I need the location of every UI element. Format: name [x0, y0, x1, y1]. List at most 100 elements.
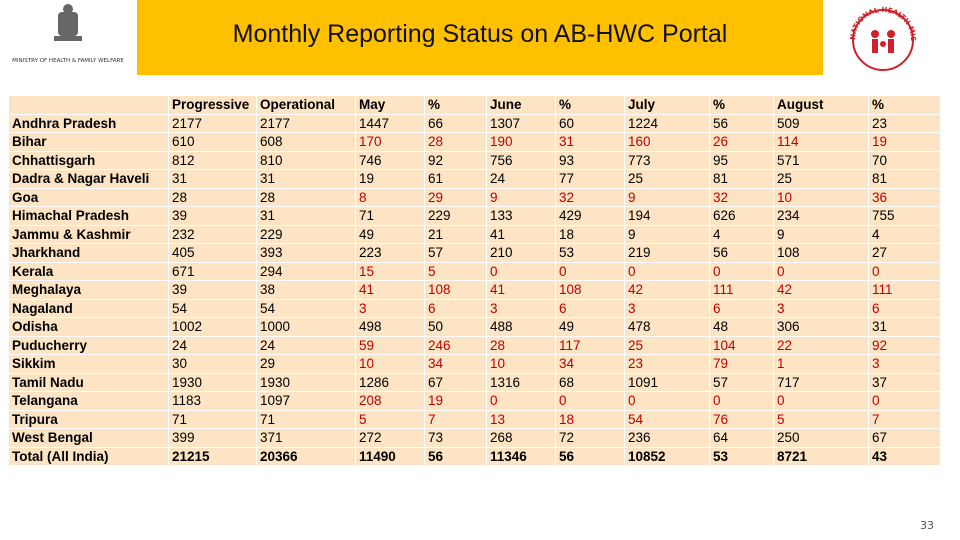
table-cell: 43 — [868, 446, 941, 466]
table-cell: 10 — [355, 354, 425, 374]
right-logo: NATIONAL HEALTH MISSION — [843, 0, 917, 71]
table-cell: 27 — [868, 243, 941, 263]
table-cell: 671 — [168, 261, 257, 281]
table-cell: 1091 — [624, 372, 710, 392]
table-cell: 2177 — [168, 113, 257, 133]
table-cell: 1286 — [355, 372, 425, 392]
slide-title: Monthly Reporting Status on AB-HWC Porta… — [232, 20, 728, 48]
table-cell: 53 — [709, 446, 774, 466]
table-cell: 1 — [773, 354, 869, 374]
table-cell: Jharkhand — [8, 243, 169, 263]
table-cell: 1316 — [486, 372, 556, 392]
table-row: West Bengal 399 371 272 73 268 72 236 64 250 67 — [8, 428, 941, 448]
table-cell: 509 — [773, 113, 869, 133]
table-cell: 32 — [555, 187, 625, 207]
table-cell: 41 — [355, 280, 425, 300]
table-cell: 9 — [624, 187, 710, 207]
table-cell: 8721 — [773, 446, 869, 466]
table-cell: 1183 — [168, 391, 257, 411]
table-cell: 71 — [168, 409, 257, 429]
table-cell: 79 — [709, 354, 774, 374]
table-cell: 756 — [486, 150, 556, 170]
table-cell: 56 — [709, 113, 774, 133]
table-cell: Operational — [256, 95, 356, 115]
table-cell: Himachal Pradesh — [8, 206, 169, 226]
table-cell: 108 — [773, 243, 869, 263]
table-cell: 76 — [709, 409, 774, 429]
table-row: Jammu & Kashmir 232 229 49 21 41 18 9 4 9 4 — [8, 224, 941, 244]
table-row: Odisha 1002 1000 498 50 488 49 478 48 306 31 — [8, 317, 941, 337]
table-cell: 626 — [709, 206, 774, 226]
table-cell: 77 — [555, 169, 625, 189]
table-cell: 0 — [486, 261, 556, 281]
table-cell: July — [624, 95, 710, 115]
table-cell: 32 — [709, 187, 774, 207]
table-cell: 54 — [256, 298, 356, 318]
table-cell: 232 — [168, 224, 257, 244]
table-cell: 608 — [256, 132, 356, 152]
table-cell: Total (All India) — [8, 446, 169, 466]
table-cell: 111 — [709, 280, 774, 300]
table-cell: 9 — [773, 224, 869, 244]
table-row: Puducherry 24 24 59 246 28 117 25 104 22 92 — [8, 335, 941, 355]
table-row: Tamil Nadu 1930 1930 1286 67 1316 68 1091 57 717 3… — [8, 372, 941, 392]
table-cell: 42 — [624, 280, 710, 300]
table-cell: 429 — [555, 206, 625, 226]
table-row: Kerala 671 294 15 5 0 0 0 0 0 0 — [8, 261, 941, 281]
table-cell: 498 — [355, 317, 425, 337]
table-cell: 34 — [555, 354, 625, 374]
table-cell: 29 — [256, 354, 356, 374]
table-cell: 31 — [168, 169, 257, 189]
table-cell: 39 — [168, 206, 257, 226]
table-cell: 56 — [709, 243, 774, 263]
table-cell: 8 — [355, 187, 425, 207]
table-cell: 229 — [424, 206, 487, 226]
table-cell: 29 — [424, 187, 487, 207]
table-row: Total (All India) 21215 20366 11490 56 11346 5… — [8, 446, 941, 466]
table-cell: 18 — [555, 409, 625, 429]
table-cell: 81 — [868, 169, 941, 189]
table-cell: 272 — [355, 428, 425, 448]
table-cell: 57 — [709, 372, 774, 392]
table-cell: 50 — [424, 317, 487, 337]
table-cell: 0 — [709, 391, 774, 411]
table-cell: 25 — [624, 169, 710, 189]
logo-text: MINISTRY OF HEALTH & FAMILY WELFARE — [12, 58, 124, 64]
table-cell: 210 — [486, 243, 556, 263]
table-cell: 0 — [868, 261, 941, 281]
table-cell: 30 — [168, 354, 257, 374]
table-cell: 24 — [168, 335, 257, 355]
table-cell: 219 — [624, 243, 710, 263]
table-cell: 306 — [773, 317, 869, 337]
table-cell: 31 — [256, 206, 356, 226]
table-cell: Bihar — [8, 132, 169, 152]
table-cell: 24 — [256, 335, 356, 355]
table-cell: 19 — [868, 132, 941, 152]
table-cell: 49 — [355, 224, 425, 244]
table-row: Telangana 1183 1097 208 19 0 0 0 0 0 0 — [8, 391, 941, 411]
table-cell: 117 — [555, 335, 625, 355]
table-cell: 773 — [624, 150, 710, 170]
table-cell: 13 — [486, 409, 556, 429]
table-cell: 54 — [168, 298, 257, 318]
table-cell: Meghalaya — [8, 280, 169, 300]
table-cell: 0 — [868, 391, 941, 411]
table-cell: Puducherry — [8, 335, 169, 355]
table-row: Andhra Pradesh 2177 2177 1447 66 1307 60 1224 56… — [8, 113, 941, 133]
table-cell: 19 — [355, 169, 425, 189]
table-cell: August — [773, 95, 869, 115]
table-cell: 812 — [168, 150, 257, 170]
table-row: Meghalaya 39 38 41 108 41 108 42 111 42 111 — [8, 280, 941, 300]
table-cell: 92 — [424, 150, 487, 170]
table-row: Progressive Operational May% June% July% Augu… — [8, 95, 941, 115]
table-cell: 108 — [424, 280, 487, 300]
table-cell: Jammu & Kashmir — [8, 224, 169, 244]
table-cell: 41 — [486, 224, 556, 244]
table-cell: 37 — [868, 372, 941, 392]
table-row: Goa 28 28 8 29 9 32 9 32 10 36 — [8, 187, 941, 207]
table-cell: Sikkim — [8, 354, 169, 374]
table-cell: % — [709, 95, 774, 115]
table-cell: Dadra & Nagar Haveli — [8, 169, 169, 189]
table-cell: 6 — [709, 298, 774, 318]
